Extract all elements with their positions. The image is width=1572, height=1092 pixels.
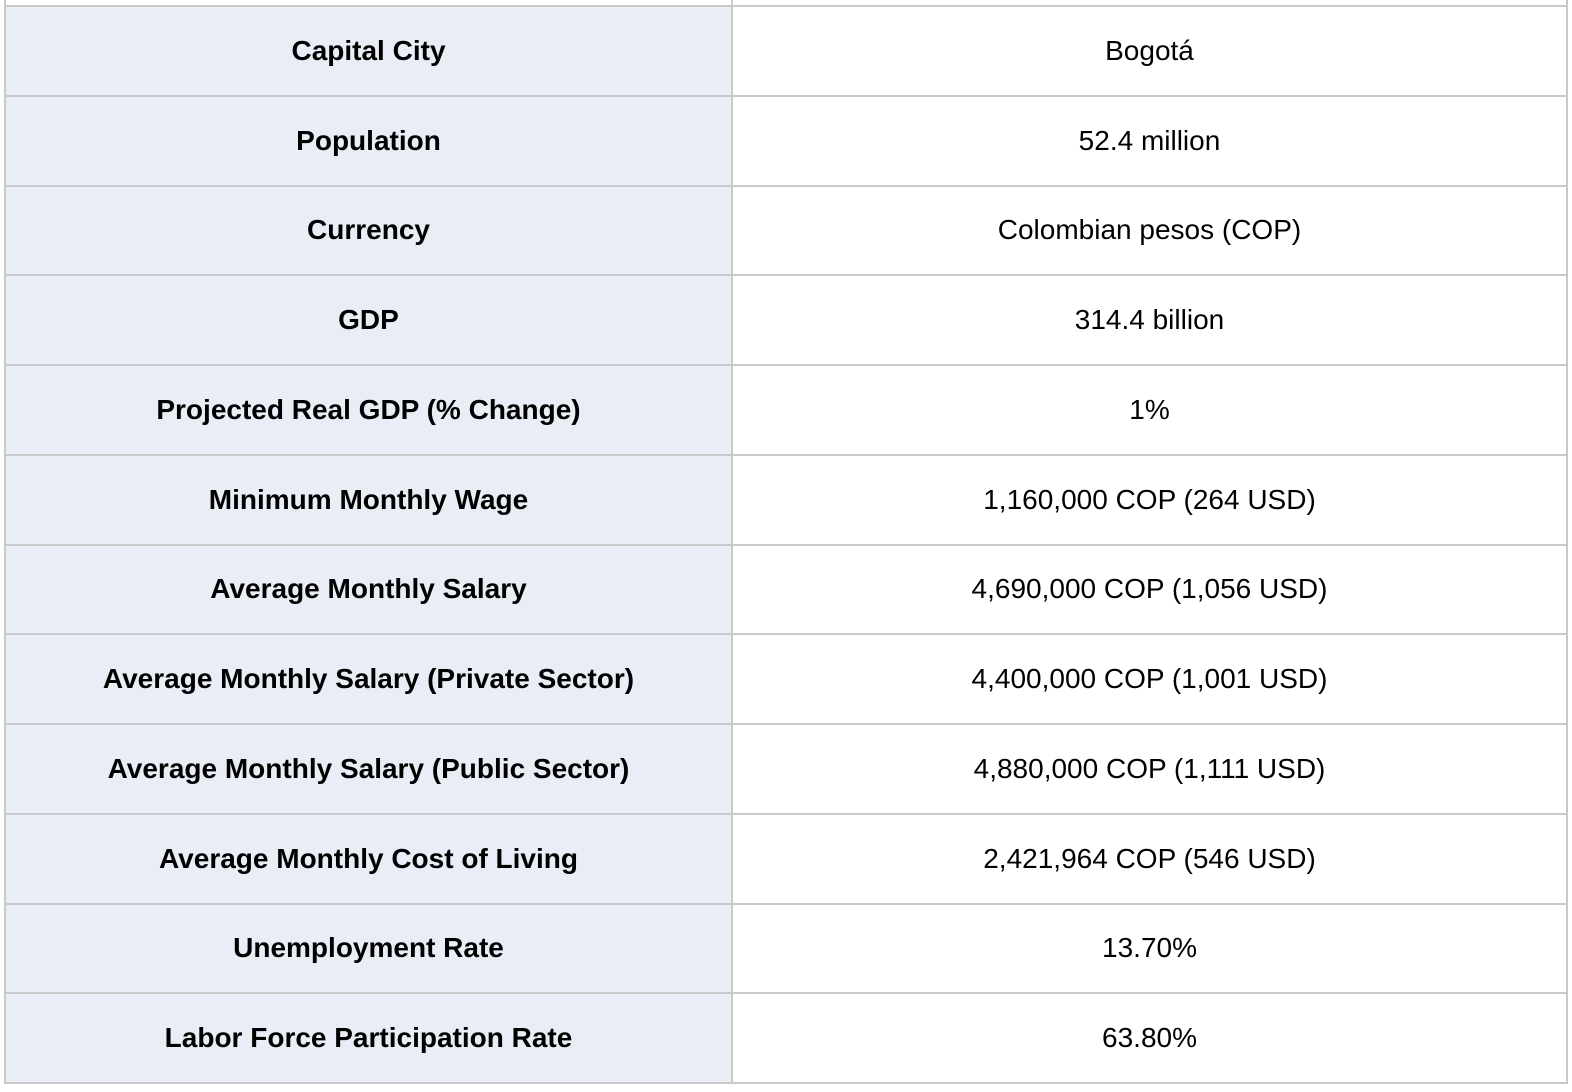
row-value: Bogotá — [731, 5, 1568, 97]
row-label: Average Monthly Salary (Public Sector) — [4, 723, 733, 815]
row-value: 4,880,000 COP (1,111 USD) — [731, 723, 1568, 815]
row-label: Population — [4, 94, 733, 187]
table-row: Minimum Monthly Wage 1,160,000 COP (264 … — [4, 453, 1568, 546]
row-label: Projected Real GDP (% Change) — [4, 364, 733, 456]
row-label: Average Monthly Salary (Private Sector) — [4, 633, 733, 725]
table-row: GDP 314.4 billion — [4, 274, 1568, 366]
clipped-cell — [4, 0, 733, 7]
row-label: Labor Force Participation Rate — [4, 992, 733, 1084]
table-row: Average Monthly Salary (Private Sector) … — [4, 633, 1568, 725]
row-value: 52.4 million — [731, 94, 1568, 187]
row-value: 4,690,000 COP (1,056 USD) — [731, 543, 1568, 636]
row-value: 314.4 billion — [731, 274, 1568, 366]
row-value: 1,160,000 COP (264 USD) — [731, 453, 1568, 546]
table-row: Labor Force Participation Rate 63.80% — [4, 992, 1568, 1084]
row-value: 1% — [731, 364, 1568, 456]
row-value: 2,421,964 COP (546 USD) — [731, 812, 1568, 905]
clipped-row — [4, 0, 1568, 7]
row-label: GDP — [4, 274, 733, 366]
table-row: Average Monthly Cost of Living 2,421,964… — [4, 812, 1568, 905]
row-label: Average Monthly Cost of Living — [4, 812, 733, 905]
row-label: Unemployment Rate — [4, 902, 733, 995]
table-row: Capital City Bogotá — [4, 5, 1568, 97]
row-value: 4,400,000 COP (1,001 USD) — [731, 633, 1568, 725]
row-value: 13.70% — [731, 902, 1568, 995]
table-row: Population 52.4 million — [4, 94, 1568, 187]
country-economic-table: Capital City Bogotá Population 52.4 mill… — [4, 0, 1568, 1084]
clipped-cell — [731, 0, 1568, 7]
row-label: Currency — [4, 184, 733, 277]
row-label: Capital City — [4, 5, 733, 97]
table-row: Average Monthly Salary (Public Sector) 4… — [4, 723, 1568, 815]
table-row: Unemployment Rate 13.70% — [4, 902, 1568, 995]
table-row: Projected Real GDP (% Change) 1% — [4, 364, 1568, 456]
row-value: Colombian pesos (COP) — [731, 184, 1568, 277]
row-value: 63.80% — [731, 992, 1568, 1084]
row-label: Minimum Monthly Wage — [4, 453, 733, 546]
table-row: Currency Colombian pesos (COP) — [4, 184, 1568, 277]
table-row: Average Monthly Salary 4,690,000 COP (1,… — [4, 543, 1568, 636]
row-label: Average Monthly Salary — [4, 543, 733, 636]
